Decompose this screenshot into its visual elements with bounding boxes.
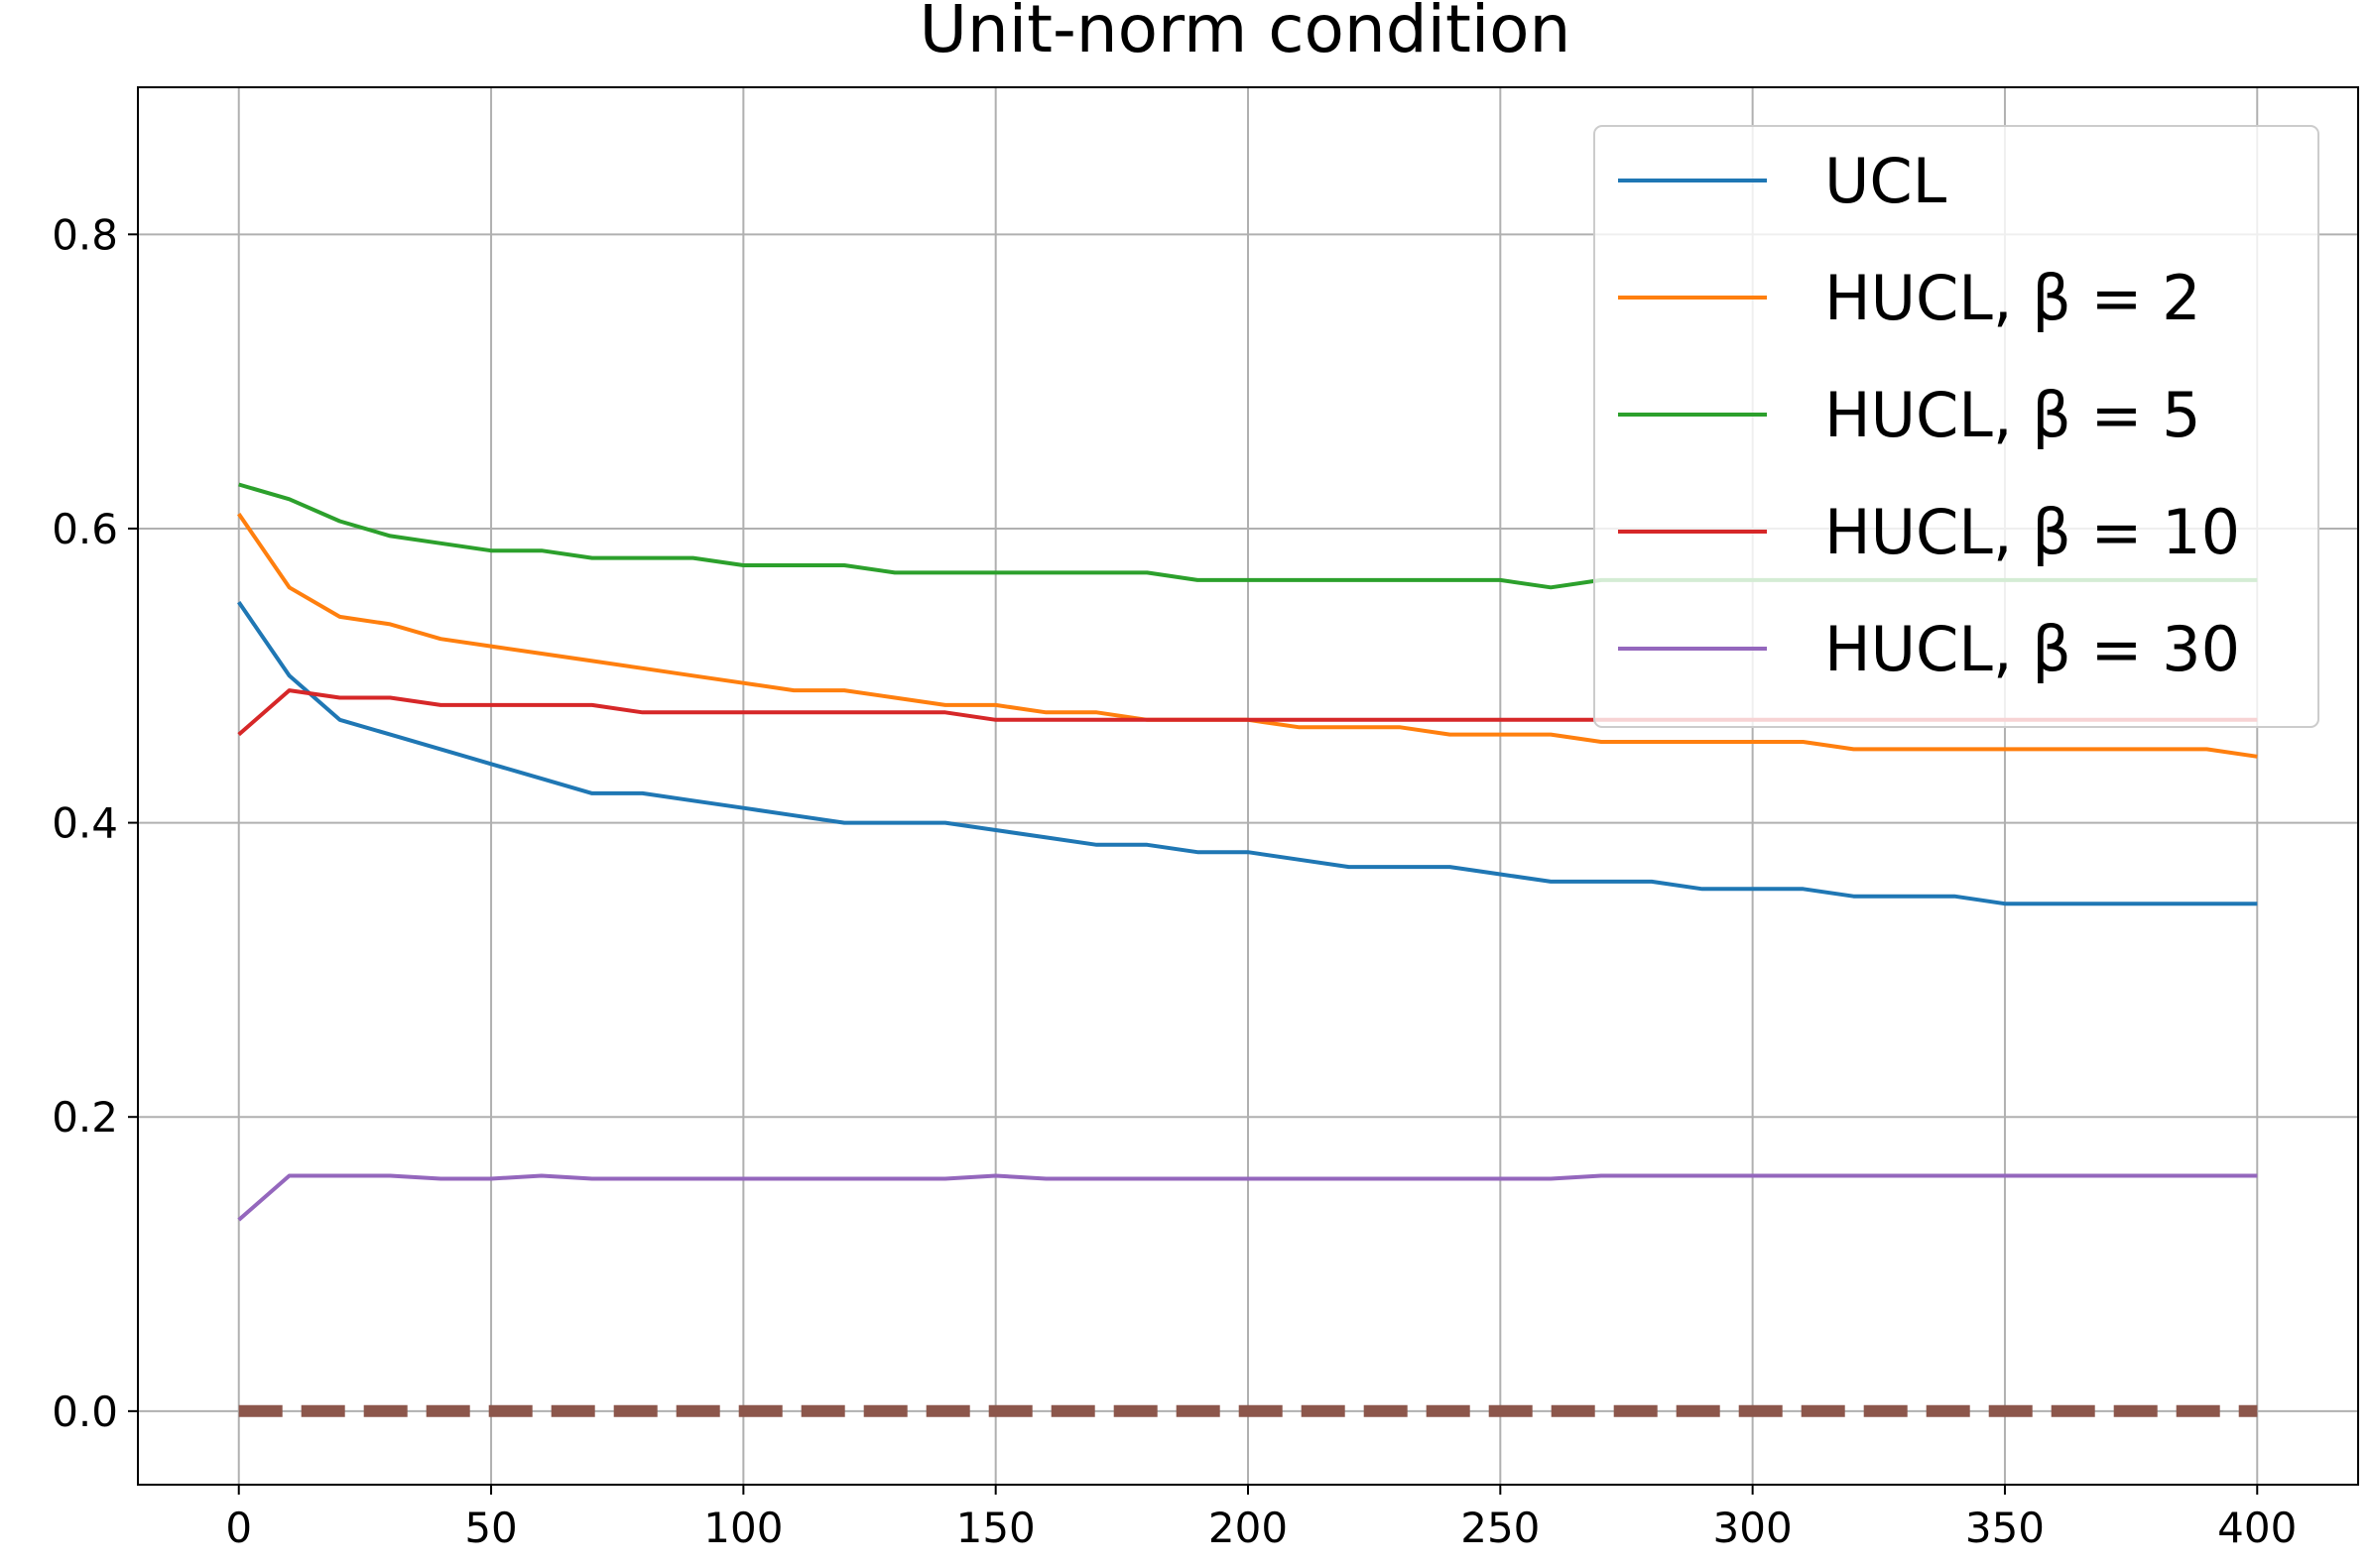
x-tick-label: 300 xyxy=(1713,1504,1793,1552)
x-tick-label: 150 xyxy=(956,1504,1036,1552)
legend-label: UCL xyxy=(1824,145,1947,217)
x-tick-label: 200 xyxy=(1208,1504,1288,1552)
x-tick-label: 50 xyxy=(464,1504,517,1552)
legend-label: HUCL, β = 5 xyxy=(1824,379,2201,451)
plot-frame xyxy=(137,86,2359,1486)
x-tick-label: 100 xyxy=(703,1504,783,1552)
chart-title: Unit-norm condition xyxy=(920,0,1571,67)
series-line xyxy=(237,600,2258,906)
legend-label: HUCL, β = 10 xyxy=(1824,496,2240,568)
series-line xyxy=(237,1173,2258,1222)
x-tick-label: 400 xyxy=(2217,1504,2297,1552)
y-tick-label: 0.2 xyxy=(52,1093,118,1142)
x-tick-label: 350 xyxy=(1965,1504,2045,1552)
legend-label: HUCL, β = 30 xyxy=(1824,613,2240,685)
y-tick-label: 0.6 xyxy=(52,505,118,553)
y-tick-label: 0.0 xyxy=(52,1387,118,1436)
y-tick-label: 0.4 xyxy=(52,799,118,848)
x-tick-label: 250 xyxy=(1460,1504,1540,1552)
legend-label: HUCL, β = 2 xyxy=(1824,262,2201,334)
legend-box xyxy=(1593,125,2319,728)
y-tick-label: 0.8 xyxy=(52,210,118,259)
x-tick-label: 0 xyxy=(225,1504,252,1552)
